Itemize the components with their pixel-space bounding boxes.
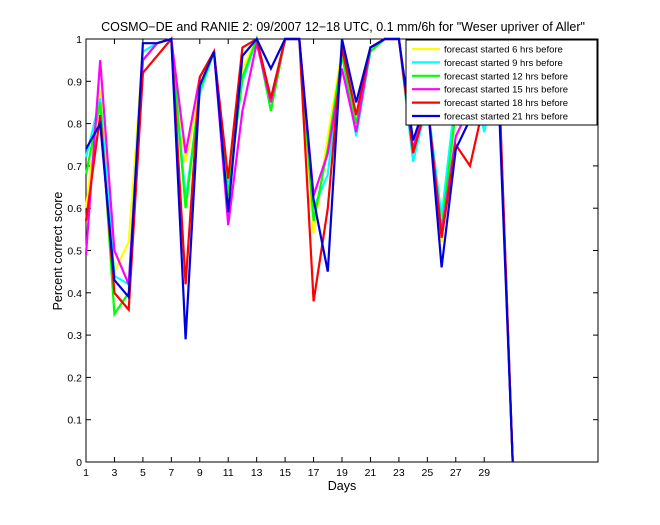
series-line-6 (85, 36, 514, 463)
series-lines (84, 34, 514, 463)
x-tick-label: 5 (140, 467, 146, 479)
x-tick-label: 9 (197, 467, 203, 479)
y-tick-label: 0.4 (67, 288, 82, 300)
x-tick-label: 23 (393, 467, 405, 479)
y-tick-label: 0.8 (67, 119, 82, 131)
y-axis-label: Percent correct score (51, 192, 65, 311)
y-tick-label: 0.2 (67, 372, 82, 384)
x-tick-label: 11 (223, 467, 234, 479)
legend-label: forecast started 9 hrs before (444, 58, 563, 69)
x-tick-label: 21 (365, 467, 377, 479)
x-tick-label: 27 (450, 467, 462, 479)
legend: forecast started 6 hrs before forecast st… (405, 39, 598, 126)
y-tick-label: 0.7 (67, 161, 82, 173)
legend-label: forecast started 21 hrs before (444, 112, 568, 123)
x-tick-label: 25 (421, 467, 433, 479)
legend-box (405, 39, 598, 126)
legend-label: forecast started 18 hrs before (444, 98, 568, 109)
y-tick-label: 0.9 (67, 76, 82, 88)
x-tick-label: 19 (336, 467, 348, 479)
x-tick-label: 13 (251, 467, 263, 479)
x-tick-label: 7 (168, 467, 174, 479)
legend-label: forecast started 12 hrs before (444, 71, 568, 82)
x-axis-label: Days (328, 479, 356, 493)
y-tick-label: 0 (76, 457, 82, 469)
x-tick-label: 29 (478, 467, 490, 479)
y-tick-label: 0.6 (67, 203, 82, 215)
y-tick-label: 0.3 (67, 330, 82, 342)
x-tick-label: 3 (112, 467, 118, 479)
y-tick-label: 1 (76, 34, 82, 46)
chart-title: COSMO−DE and RANIE 2: 09/2007 12−18 UTC,… (101, 20, 585, 34)
y-tick-label: 0.5 (67, 246, 82, 258)
x-tick-label: 1 (83, 467, 89, 479)
y-tick-label: 0.1 (67, 415, 82, 427)
x-tick-label: 17 (308, 467, 320, 479)
legend-label: forecast started 6 hrs before (444, 45, 563, 56)
x-tick-label: 15 (279, 467, 291, 479)
legend-label: forecast started 15 hrs before (444, 85, 568, 96)
